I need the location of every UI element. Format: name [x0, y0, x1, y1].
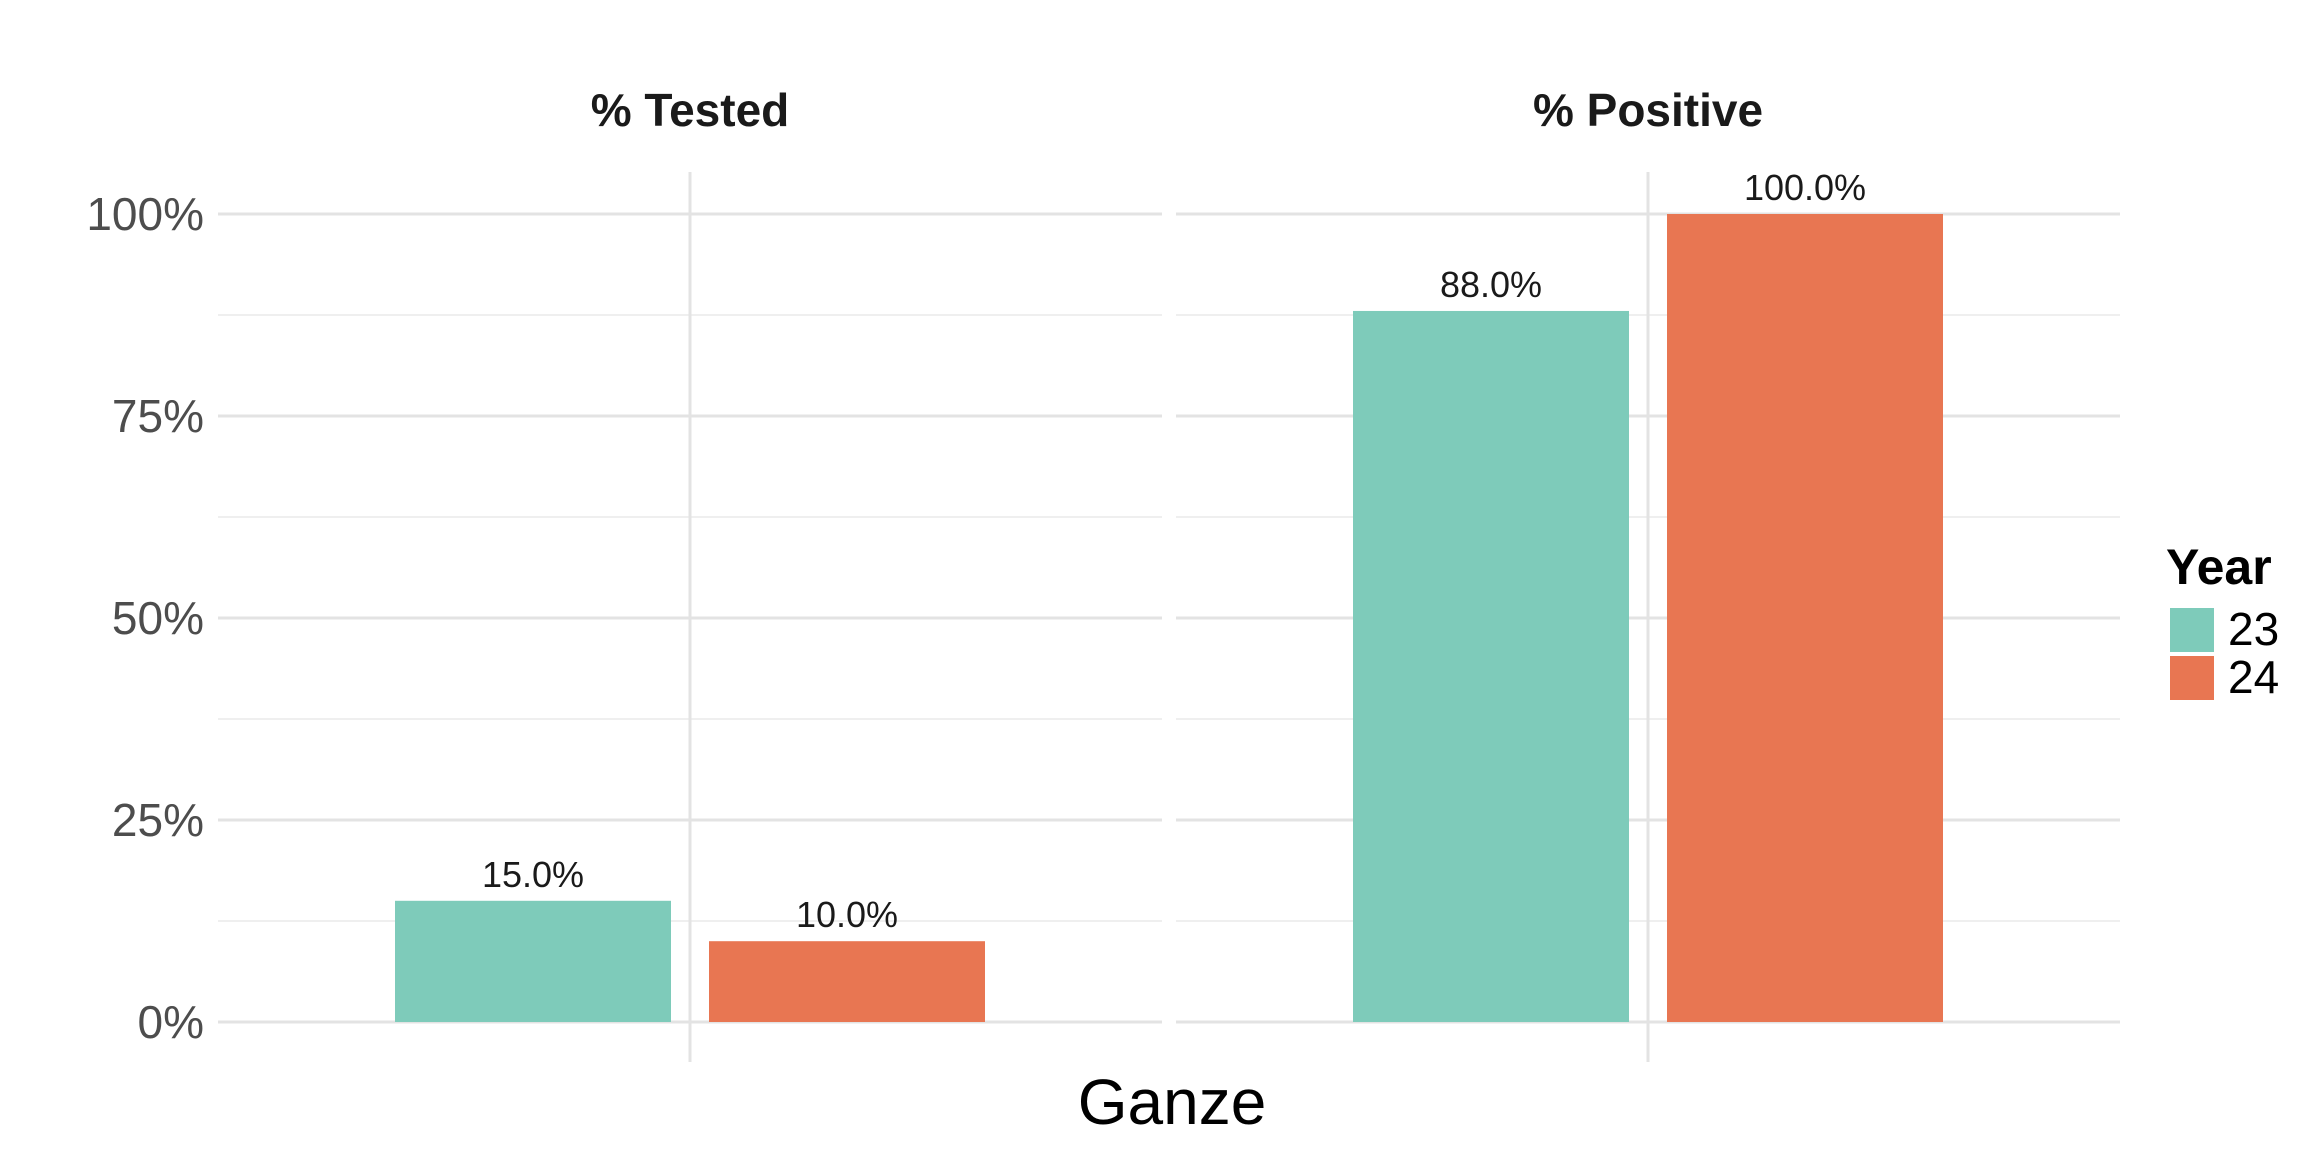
y-axis: 0% 25% 50% 75% 100%	[86, 188, 204, 1048]
legend-title: Year	[2166, 539, 2272, 595]
legend-label: 23	[2228, 603, 2279, 655]
facet-title: % Positive	[1533, 84, 1763, 136]
bar-value-label: 15.0%	[482, 854, 584, 895]
y-tick-label: 100%	[86, 188, 204, 240]
bar-year-23	[1353, 310, 1629, 1023]
bar-value-label: 88.0%	[1440, 264, 1542, 305]
y-tick-label: 25%	[112, 794, 204, 846]
facet-title: % Tested	[591, 84, 790, 136]
x-axis-title: Ganze	[1078, 1066, 1267, 1138]
legend-swatch	[2170, 656, 2214, 700]
facet-panel: % Tested 15.0% 10.0%	[218, 84, 1162, 1062]
y-tick-label: 50%	[112, 592, 204, 644]
bar-value-label: 10.0%	[796, 894, 898, 935]
bar-value-label: 100.0%	[1744, 167, 1866, 208]
legend-label: 24	[2228, 651, 2279, 703]
bar-year-23	[395, 900, 671, 1022]
bar-year-24	[1667, 214, 1943, 1022]
y-tick-label: 0%	[138, 996, 204, 1048]
facet-panel: % Positive 88.0% 100.0%	[1176, 84, 2120, 1062]
legend-swatch	[2170, 608, 2214, 652]
panels: % Tested 15.0% 10.0% % Positive 88.0% 100.0%	[218, 84, 2120, 1062]
bar-year-24	[709, 941, 985, 1022]
y-tick-label: 75%	[112, 390, 204, 442]
